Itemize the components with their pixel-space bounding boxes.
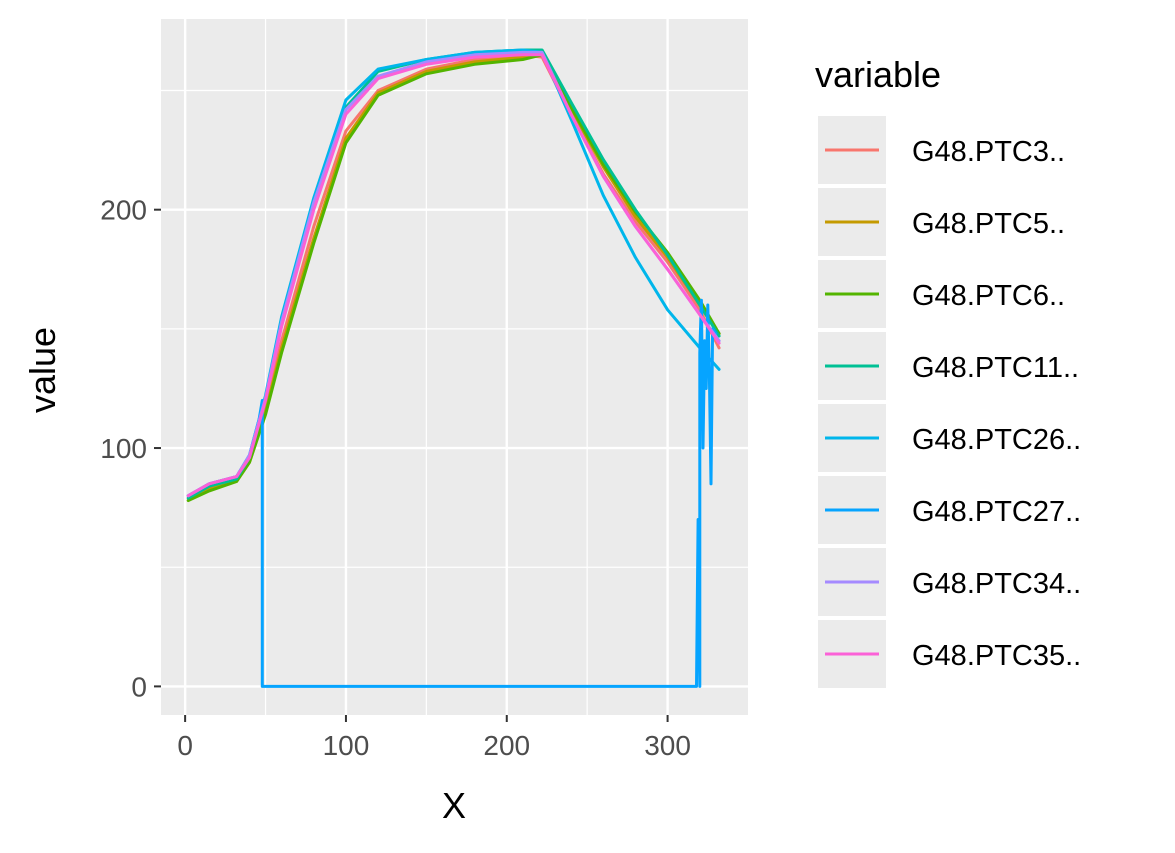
legend-item: G48.PTC5.. (818, 188, 1065, 256)
panel-background (161, 19, 748, 715)
legend-item: G48.PTC27.. (818, 476, 1081, 544)
legend-item: G48.PTC3.. (818, 116, 1065, 184)
legend-label: G48.PTC34.. (912, 568, 1081, 600)
legend-item: G48.PTC26.. (818, 404, 1081, 472)
y-axis-ticks: 0 100 200 (100, 195, 161, 702)
x-tick-label: 300 (644, 730, 691, 761)
series-line (186, 53, 721, 498)
series-lines (186, 48, 721, 688)
x-axis-ticks: 0 100 200 300 (177, 715, 691, 761)
legend-item: G48.PTC11.. (818, 332, 1079, 400)
legend-title: variable (815, 54, 941, 95)
y-tick-label: 200 (100, 195, 147, 226)
y-axis-title: value (22, 327, 63, 413)
legend: G48.PTC3.. G48.PTC5.. G48.PTC6.. G48.PTC11.… (818, 116, 1081, 688)
legend-label: G48.PTC6.. (912, 280, 1065, 312)
major-gridlines (161, 19, 748, 715)
legend-label: G48.PTC27.. (912, 496, 1081, 528)
x-tick-label: 0 (177, 730, 193, 761)
legend-item: G48.PTC6.. (818, 260, 1065, 328)
y-tick-label: 100 (100, 433, 147, 464)
y-tick-label: 0 (131, 671, 147, 702)
legend-label: G48.PTC35.. (912, 640, 1081, 672)
x-axis-title: X (442, 785, 466, 826)
legend-label: G48.PTC3.. (912, 136, 1065, 168)
legend-item: G48.PTC35.. (818, 620, 1081, 688)
legend-label: G48.PTC11.. (912, 352, 1079, 384)
legend-label: G48.PTC5.. (912, 208, 1065, 240)
x-tick-label: 200 (483, 730, 530, 761)
legend-item: G48.PTC34.. (818, 548, 1081, 616)
x-tick-label: 100 (323, 730, 370, 761)
legend-label: G48.PTC26.. (912, 424, 1081, 456)
